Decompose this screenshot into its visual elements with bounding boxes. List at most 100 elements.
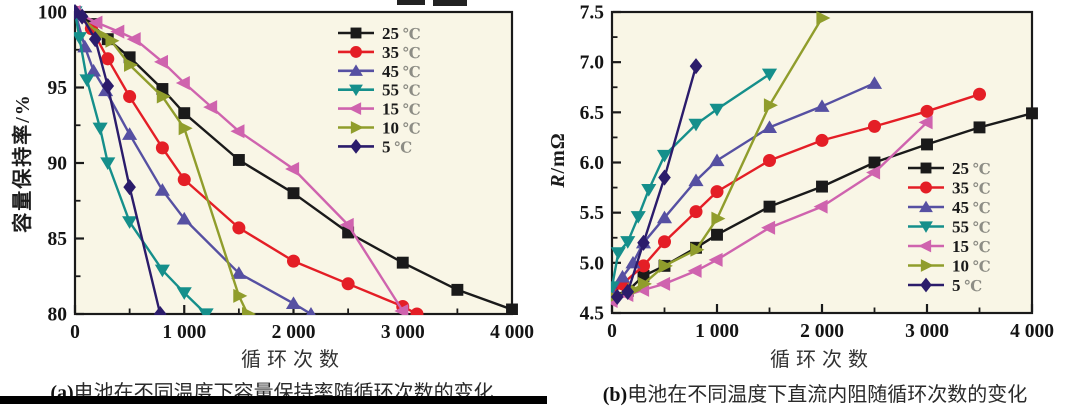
marker-triangle-left: [656, 276, 671, 291]
marker-triangle-down: [630, 211, 646, 224]
y-tick-label-b: 5.0: [580, 253, 604, 274]
y-axis-label-a: 容量保持率/%: [9, 43, 37, 283]
marker-square: [342, 226, 355, 239]
legend-entry-35C: 35 ℃: [338, 43, 421, 62]
legend-label: 45 ℃: [952, 198, 991, 217]
marker-triangle-left: [918, 115, 933, 130]
marker-circle: [689, 205, 703, 219]
legend-label: 35 ℃: [382, 43, 421, 62]
marker-triangle-left: [88, 15, 103, 30]
marker-triangle-up: [866, 76, 883, 89]
y-tick-label-a: 100: [38, 3, 67, 24]
series-15C-a: [74, 5, 409, 315]
marker-triangle-down: [154, 264, 170, 278]
marker-square: [287, 187, 300, 200]
marker-square: [506, 303, 518, 315]
cropped-print-artifact: [397, 0, 425, 5]
marker-circle: [286, 254, 301, 268]
marker-triangle-down: [92, 122, 108, 136]
legend-label: 25 ℃: [952, 159, 991, 178]
series-5C-a: [74, 3, 167, 315]
legend-label: 55 ℃: [382, 81, 421, 100]
legend-entry-55C: 55 ℃: [908, 218, 991, 237]
legend-entry-15C: 15 ℃: [908, 237, 991, 256]
legend-entry-45C: 45 ℃: [908, 198, 991, 217]
x-tick-label-b: 3 000: [905, 321, 949, 342]
marker-triangle-right: [178, 121, 193, 136]
x-tick-label-b: 1 000: [695, 321, 739, 342]
y-tick-label-a: 85: [48, 229, 68, 250]
marker-square: [973, 121, 986, 134]
marker-triangle-left: [126, 32, 141, 47]
marker-diamond: [88, 31, 102, 48]
marker-diamond: [101, 77, 115, 95]
marker-circle: [123, 90, 137, 104]
marker-triangle-down: [349, 84, 363, 97]
y-tick-label-b: 7.0: [580, 53, 604, 74]
marker-triangle-right: [658, 258, 673, 273]
legend-label: 10 ℃: [382, 119, 421, 138]
marker-triangle-up: [176, 211, 192, 225]
legend-label: 10 ℃: [952, 257, 991, 276]
y-tick-label-b: 6.5: [580, 103, 605, 124]
marker-circle: [636, 259, 651, 273]
marker-triangle-up: [761, 120, 778, 133]
y-tick-label-a: 80: [48, 305, 68, 326]
marker-triangle-left: [687, 263, 702, 278]
caption-b-prefix: (b): [602, 384, 628, 406]
bottom-black-bar: [0, 396, 547, 404]
marker-triangle-up: [285, 296, 302, 310]
legend-entry-35C: 35 ℃: [908, 179, 991, 198]
marker-triangle-right: [637, 276, 652, 291]
marker-square: [396, 256, 409, 269]
marker-triangle-down: [198, 308, 214, 315]
marker-circle: [341, 277, 355, 291]
marker-triangle-down: [176, 287, 192, 300]
marker-triangle-right: [711, 211, 726, 226]
marker-triangle-right: [763, 98, 778, 113]
marker-triangle-left: [918, 239, 932, 253]
caption-b: (b)电池在不同温度下直流内阻随循环次数的变化: [545, 378, 1080, 407]
marker-triangle-down: [620, 236, 636, 249]
marker-triangle-up: [122, 127, 138, 140]
marker-triangle-right: [690, 242, 705, 257]
marker-circle: [867, 119, 882, 133]
marker-diamond: [123, 179, 136, 196]
marker-triangle-right: [816, 11, 831, 26]
marker-circle: [350, 45, 362, 58]
y-axis-label-b: R/mΩ: [544, 40, 572, 280]
marker-circle: [101, 52, 115, 66]
marker-triangle-left: [761, 220, 776, 235]
legend-b: 25 ℃35 ℃45 ℃55 ℃15 ℃10 ℃5 ℃: [908, 159, 991, 295]
marker-triangle-left: [348, 102, 362, 115]
legend-label: 55 ℃: [952, 218, 991, 237]
marker-square: [868, 156, 881, 169]
marker-diamond: [611, 288, 624, 305]
legend-label: 5 ℃: [382, 137, 412, 156]
legend-entry-25C: 25 ℃: [338, 24, 421, 43]
marker-triangle-left: [230, 124, 245, 139]
marker-triangle-down: [656, 149, 673, 163]
y-axis-label-b-symbol: R: [547, 173, 569, 188]
marker-triangle-right: [156, 89, 171, 104]
marker-diamond: [74, 3, 82, 21]
marker-square: [637, 269, 650, 282]
marker-triangle-down: [100, 157, 116, 170]
legend-label: 15 ℃: [382, 100, 421, 119]
marker-triangle-down: [611, 247, 626, 260]
legend-entry-5C: 5 ℃: [908, 276, 982, 295]
marker-triangle-right: [920, 259, 934, 272]
marker-triangle-left: [866, 165, 881, 180]
caption-b-text: 电池在不同温度下直流内阻随循环次数的变化: [627, 384, 1028, 406]
y-tick-label-b: 7.5: [580, 3, 605, 24]
x-tick-label-b: 2 000: [800, 321, 844, 342]
marker-triangle-left: [813, 199, 828, 214]
marker-triangle-down: [79, 74, 95, 87]
marker-square: [123, 51, 136, 64]
x-tick-label-a: 0: [70, 322, 80, 343]
legend-label: 15 ℃: [952, 237, 991, 256]
marker-triangle-down: [74, 32, 87, 45]
y-tick-label-b: 6.0: [580, 153, 604, 174]
legend-label: 35 ℃: [952, 179, 991, 198]
x-axis-label-b: 循环次数: [712, 343, 932, 372]
